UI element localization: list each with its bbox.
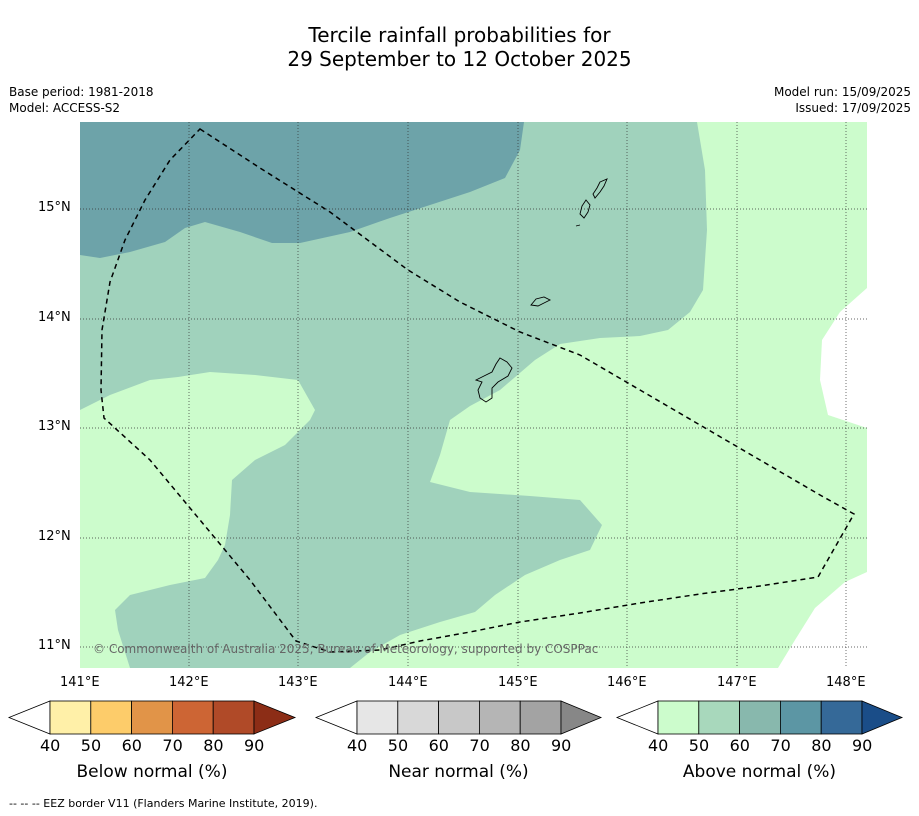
colorbar-tick-label: 90 [551, 736, 572, 755]
colorbar-tick-label: 90 [852, 736, 873, 755]
colorbar-tick-label: 60 [428, 736, 449, 755]
map-gridlines [80, 122, 867, 668]
lon-label-143e: 143°E [278, 675, 318, 690]
colorbar-tick-label: 80 [510, 736, 531, 755]
colorbar-tick-label: 80 [203, 736, 224, 755]
colorbar-swatch [657, 700, 700, 735]
island-outlines [474, 178, 608, 403]
colorbar-min-extension [7, 700, 51, 735]
colorbar-swatch [780, 700, 822, 735]
lon-label-144e: 144°E [388, 675, 428, 690]
issued-date: Issued: 17/09/2025 [795, 101, 911, 115]
colorbar-swatch [356, 700, 399, 735]
guam-island [474, 357, 513, 403]
colorbar-title: Above normal (%) [682, 762, 837, 782]
colorbar-swatch [698, 700, 740, 735]
lon-label-141e: 141°E [60, 675, 100, 690]
colorbar-swatch [478, 700, 521, 735]
above-normal-60-70-region [80, 122, 524, 258]
base-period: Base period: 1981-2018 [9, 85, 154, 99]
colorbar-max-extension [560, 700, 603, 735]
colorbar-tick-label: 40 [40, 736, 61, 755]
colorbar-tick-label: 60 [729, 736, 750, 755]
colorbar-above-normal [615, 700, 904, 735]
lon-label-145e: 145°E [498, 675, 538, 690]
lon-label-142e: 142°E [169, 675, 209, 690]
colorbar-title: Near normal (%) [388, 762, 529, 782]
colorbar-max-extension [861, 700, 904, 735]
colorbar-tick-label: 70 [469, 736, 490, 755]
colorbar-tick-label: 50 [80, 736, 102, 755]
rota-island [530, 296, 552, 307]
lon-label-147e: 147°E [717, 675, 757, 690]
above-normal-50-60-region [80, 122, 707, 668]
colorbar-swatch [519, 700, 562, 735]
colorbar-swatch [820, 700, 863, 735]
colorbar-tick-label: 70 [162, 736, 183, 755]
lon-label-148e: 148°E [826, 675, 866, 690]
colorbar-swatch [90, 700, 133, 735]
lat-label-12n: 12°N [38, 529, 71, 544]
colorbar-swatch [171, 700, 214, 735]
lat-label-15n: 15°N [38, 200, 71, 215]
map-title-line2: 29 September to 12 October 2025 [287, 47, 632, 71]
colorbar-swatch [49, 700, 92, 735]
colorbar-near-normal [314, 700, 603, 735]
colorbar-title: Below normal (%) [76, 762, 228, 782]
colorbar-swatch [212, 700, 255, 735]
colorbar-tick-label: 80 [811, 736, 832, 755]
colorbar-swatch [739, 700, 781, 735]
model-name: Model: ACCESS-S2 [9, 101, 121, 115]
colorbar-tick-label: 50 [387, 736, 409, 755]
lat-label-14n: 14°N [38, 310, 71, 325]
colorbar-swatch [131, 700, 173, 735]
eez-legend-note: -- -- -- EEZ border V11 (Flanders Marine… [9, 797, 318, 810]
colorbar-tick-label: 70 [770, 736, 791, 755]
lat-label-13n: 13°N [38, 419, 71, 434]
colorbar-max-extension [253, 700, 297, 735]
probability-map [80, 122, 867, 668]
model-run: Model run: 15/09/2025 [773, 85, 911, 99]
colorbar-tick-label: 40 [347, 736, 368, 755]
aguijan-island [575, 224, 581, 227]
colorbar-tick-label: 60 [121, 736, 142, 755]
colorbar-min-extension [615, 700, 659, 735]
copyright-notice: © Commonwealth of Australia 2025, Bureau… [93, 642, 599, 656]
lon-label-146e: 146°E [607, 675, 647, 690]
colorbar-tick-label: 90 [244, 736, 265, 755]
colorbar-tick-label: 50 [688, 736, 710, 755]
lat-label-11n: 11°N [38, 638, 71, 653]
colorbar-tick-label: 40 [648, 736, 669, 755]
colorbar-below-normal [7, 700, 297, 735]
colorbar-min-extension [314, 700, 358, 735]
colorbar-swatch [397, 700, 439, 735]
colorbar-swatch [438, 700, 480, 735]
tinian-island [579, 199, 591, 219]
saipan-island [592, 178, 608, 199]
map-title-line1: Tercile rainfall probabilities for [308, 23, 611, 47]
